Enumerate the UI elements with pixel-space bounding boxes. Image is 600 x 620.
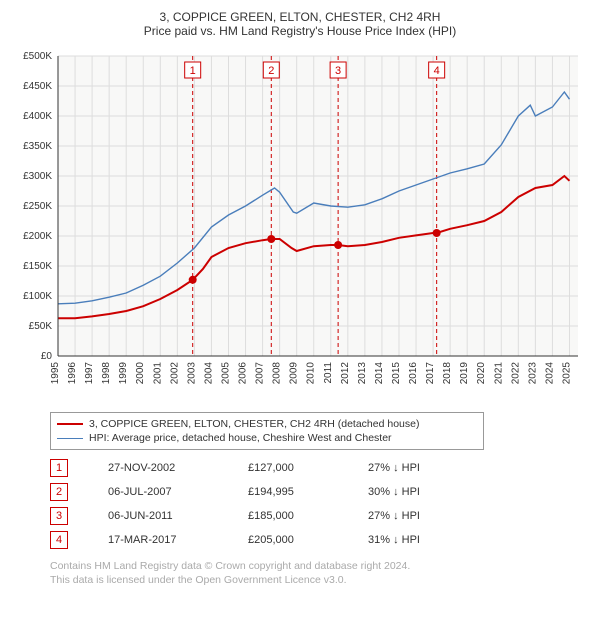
sale-price: £127,000 [248,462,328,474]
sale-index-box: 3 [50,507,68,525]
svg-text:2020: 2020 [476,362,487,385]
legend-swatch [57,423,83,425]
sale-date: 27-NOV-2002 [108,462,208,474]
chart-svg: £0 £50K £100K £150K £200K £250K £300K £350K £400… [10,46,590,406]
svg-text:2022: 2022 [510,362,521,385]
attribution: Contains HM Land Registry data © Crown c… [50,560,590,587]
sales-row: 4 17-MAR-2017 £205,000 31% ↓ HPI [50,528,590,552]
svg-text:4: 4 [434,65,440,77]
svg-text:£250K: £250K [23,201,52,212]
svg-text:£300K: £300K [23,171,52,182]
svg-text:2023: 2023 [527,362,538,385]
svg-text:2000: 2000 [135,362,146,385]
sale-delta: 27% ↓ HPI [368,462,468,474]
svg-text:2021: 2021 [493,362,504,385]
svg-text:£450K: £450K [23,81,52,92]
legend-row: 3, COPPICE GREEN, ELTON, CHESTER, CH2 4R… [57,417,477,431]
page-title: 3, COPPICE GREEN, ELTON, CHESTER, CH2 4R… [10,10,590,24]
svg-text:2007: 2007 [255,362,266,385]
price-chart: £0 £50K £100K £150K £200K £250K £300K £350K £400… [10,46,590,406]
sale-index-box: 1 [50,459,68,477]
svg-text:2017: 2017 [425,362,436,385]
svg-text:£200K: £200K [23,231,52,242]
sale-date: 06-JUN-2011 [108,510,208,522]
svg-text:£150K: £150K [23,261,52,272]
page-subtitle: Price paid vs. HM Land Registry's House … [10,24,590,38]
sale-price: £194,995 [248,486,328,498]
svg-text:1999: 1999 [118,362,129,385]
legend-row: HPI: Average price, detached house, Ches… [57,431,477,445]
svg-text:2008: 2008 [272,362,283,385]
legend-label: HPI: Average price, detached house, Ches… [89,432,392,444]
svg-text:3: 3 [335,65,341,77]
svg-text:1997: 1997 [84,362,95,385]
sales-row: 1 27-NOV-2002 £127,000 27% ↓ HPI [50,456,590,480]
svg-text:2006: 2006 [238,362,249,385]
svg-text:2003: 2003 [186,362,197,385]
sales-table: 1 27-NOV-2002 £127,000 27% ↓ HPI 2 06-JUL-200… [50,456,590,552]
sale-date: 06-JUL-2007 [108,486,208,498]
attribution-line2: This data is licensed under the Open Gov… [50,574,590,588]
sale-delta: 27% ↓ HPI [368,510,468,522]
svg-text:2001: 2001 [152,362,163,385]
svg-text:2024: 2024 [544,362,555,385]
sale-index-box: 2 [50,483,68,501]
svg-text:2015: 2015 [391,362,402,385]
svg-text:£500K: £500K [23,51,52,62]
svg-text:2: 2 [268,65,274,77]
sale-delta: 31% ↓ HPI [368,534,468,546]
svg-text:2002: 2002 [169,362,180,385]
svg-text:2005: 2005 [220,362,231,385]
sale-price: £185,000 [248,510,328,522]
svg-text:2004: 2004 [203,362,214,385]
sale-date: 17-MAR-2017 [108,534,208,546]
svg-text:£400K: £400K [23,111,52,122]
svg-text:2014: 2014 [374,362,385,385]
sale-delta: 30% ↓ HPI [368,486,468,498]
legend-label: 3, COPPICE GREEN, ELTON, CHESTER, CH2 4R… [89,418,419,430]
svg-text:1995: 1995 [50,362,61,385]
sale-price: £205,000 [248,534,328,546]
svg-text:2009: 2009 [289,362,300,385]
svg-text:2013: 2013 [357,362,368,385]
svg-text:£350K: £350K [23,141,52,152]
svg-text:1: 1 [190,65,196,77]
sales-row: 2 06-JUL-2007 £194,995 30% ↓ HPI [50,480,590,504]
attribution-line1: Contains HM Land Registry data © Crown c… [50,560,590,574]
legend-swatch [57,438,83,439]
svg-text:2011: 2011 [323,362,334,384]
svg-text:2018: 2018 [442,362,453,385]
svg-text:1996: 1996 [67,362,78,385]
svg-text:2016: 2016 [408,362,419,385]
svg-text:£100K: £100K [23,291,52,302]
chart-legend: 3, COPPICE GREEN, ELTON, CHESTER, CH2 4R… [50,412,484,450]
svg-text:1998: 1998 [101,362,112,385]
svg-text:2012: 2012 [340,362,351,385]
svg-text:£0: £0 [41,351,53,362]
sales-row: 3 06-JUN-2011 £185,000 27% ↓ HPI [50,504,590,528]
svg-text:£50K: £50K [29,321,53,332]
sale-index-box: 4 [50,531,68,549]
svg-text:2025: 2025 [561,362,572,385]
svg-text:2010: 2010 [306,362,317,385]
svg-text:2019: 2019 [459,362,470,385]
